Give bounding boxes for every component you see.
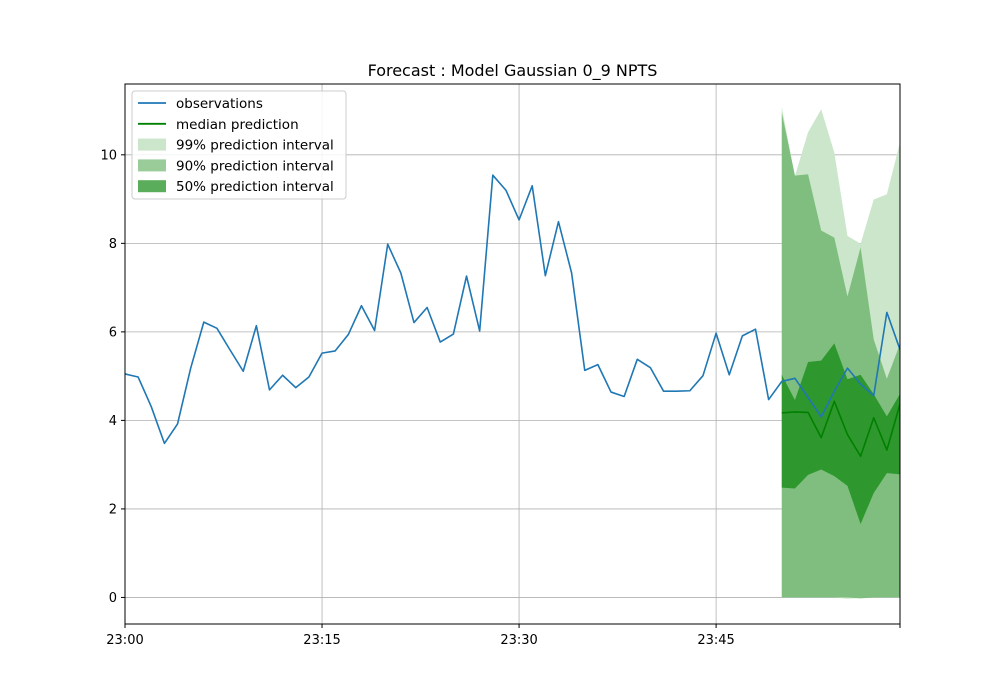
legend-label: 99% prediction interval xyxy=(176,138,334,154)
x-tick-label: 23:00 xyxy=(106,633,143,648)
legend-item: observations xyxy=(138,96,263,112)
legend-patch-swatch xyxy=(138,138,166,151)
observations-line xyxy=(125,174,900,445)
legend-label: observations xyxy=(176,96,263,112)
legend-item: 50% prediction interval xyxy=(138,179,334,195)
legend-item: 90% prediction interval xyxy=(138,158,334,174)
y-tick-label: 6 xyxy=(109,325,117,340)
series-layer xyxy=(125,107,900,599)
x-tick-label: 23:15 xyxy=(303,633,340,648)
legend-label: median prediction xyxy=(176,117,299,133)
x-tick-label: 23:30 xyxy=(500,633,537,648)
axes-frame xyxy=(124,83,901,625)
legend-patch-swatch xyxy=(138,180,166,193)
legend-item: median prediction xyxy=(138,117,299,133)
median-prediction-line xyxy=(781,400,900,458)
chart-title: Forecast : Model Gaussian 0_9 NPTS xyxy=(368,61,658,81)
legend: observations median prediction 99% predict… xyxy=(131,90,347,200)
legend-patch-swatch xyxy=(138,159,166,172)
y-tick-label: 8 xyxy=(109,237,117,252)
y-tick-label: 0 xyxy=(109,591,117,606)
legend-box xyxy=(131,90,347,200)
x-tick-label: 23:45 xyxy=(697,633,734,648)
legend-label: 50% prediction interval xyxy=(176,179,334,195)
y-tick-label: 4 xyxy=(109,414,117,429)
y-tick-label: 2 xyxy=(109,502,117,517)
legend-item: 99% prediction interval xyxy=(138,138,334,154)
y-tick-label: 10 xyxy=(100,148,117,163)
legend-label: 90% prediction interval xyxy=(176,158,334,174)
band-50-prediction-interval xyxy=(781,343,900,524)
